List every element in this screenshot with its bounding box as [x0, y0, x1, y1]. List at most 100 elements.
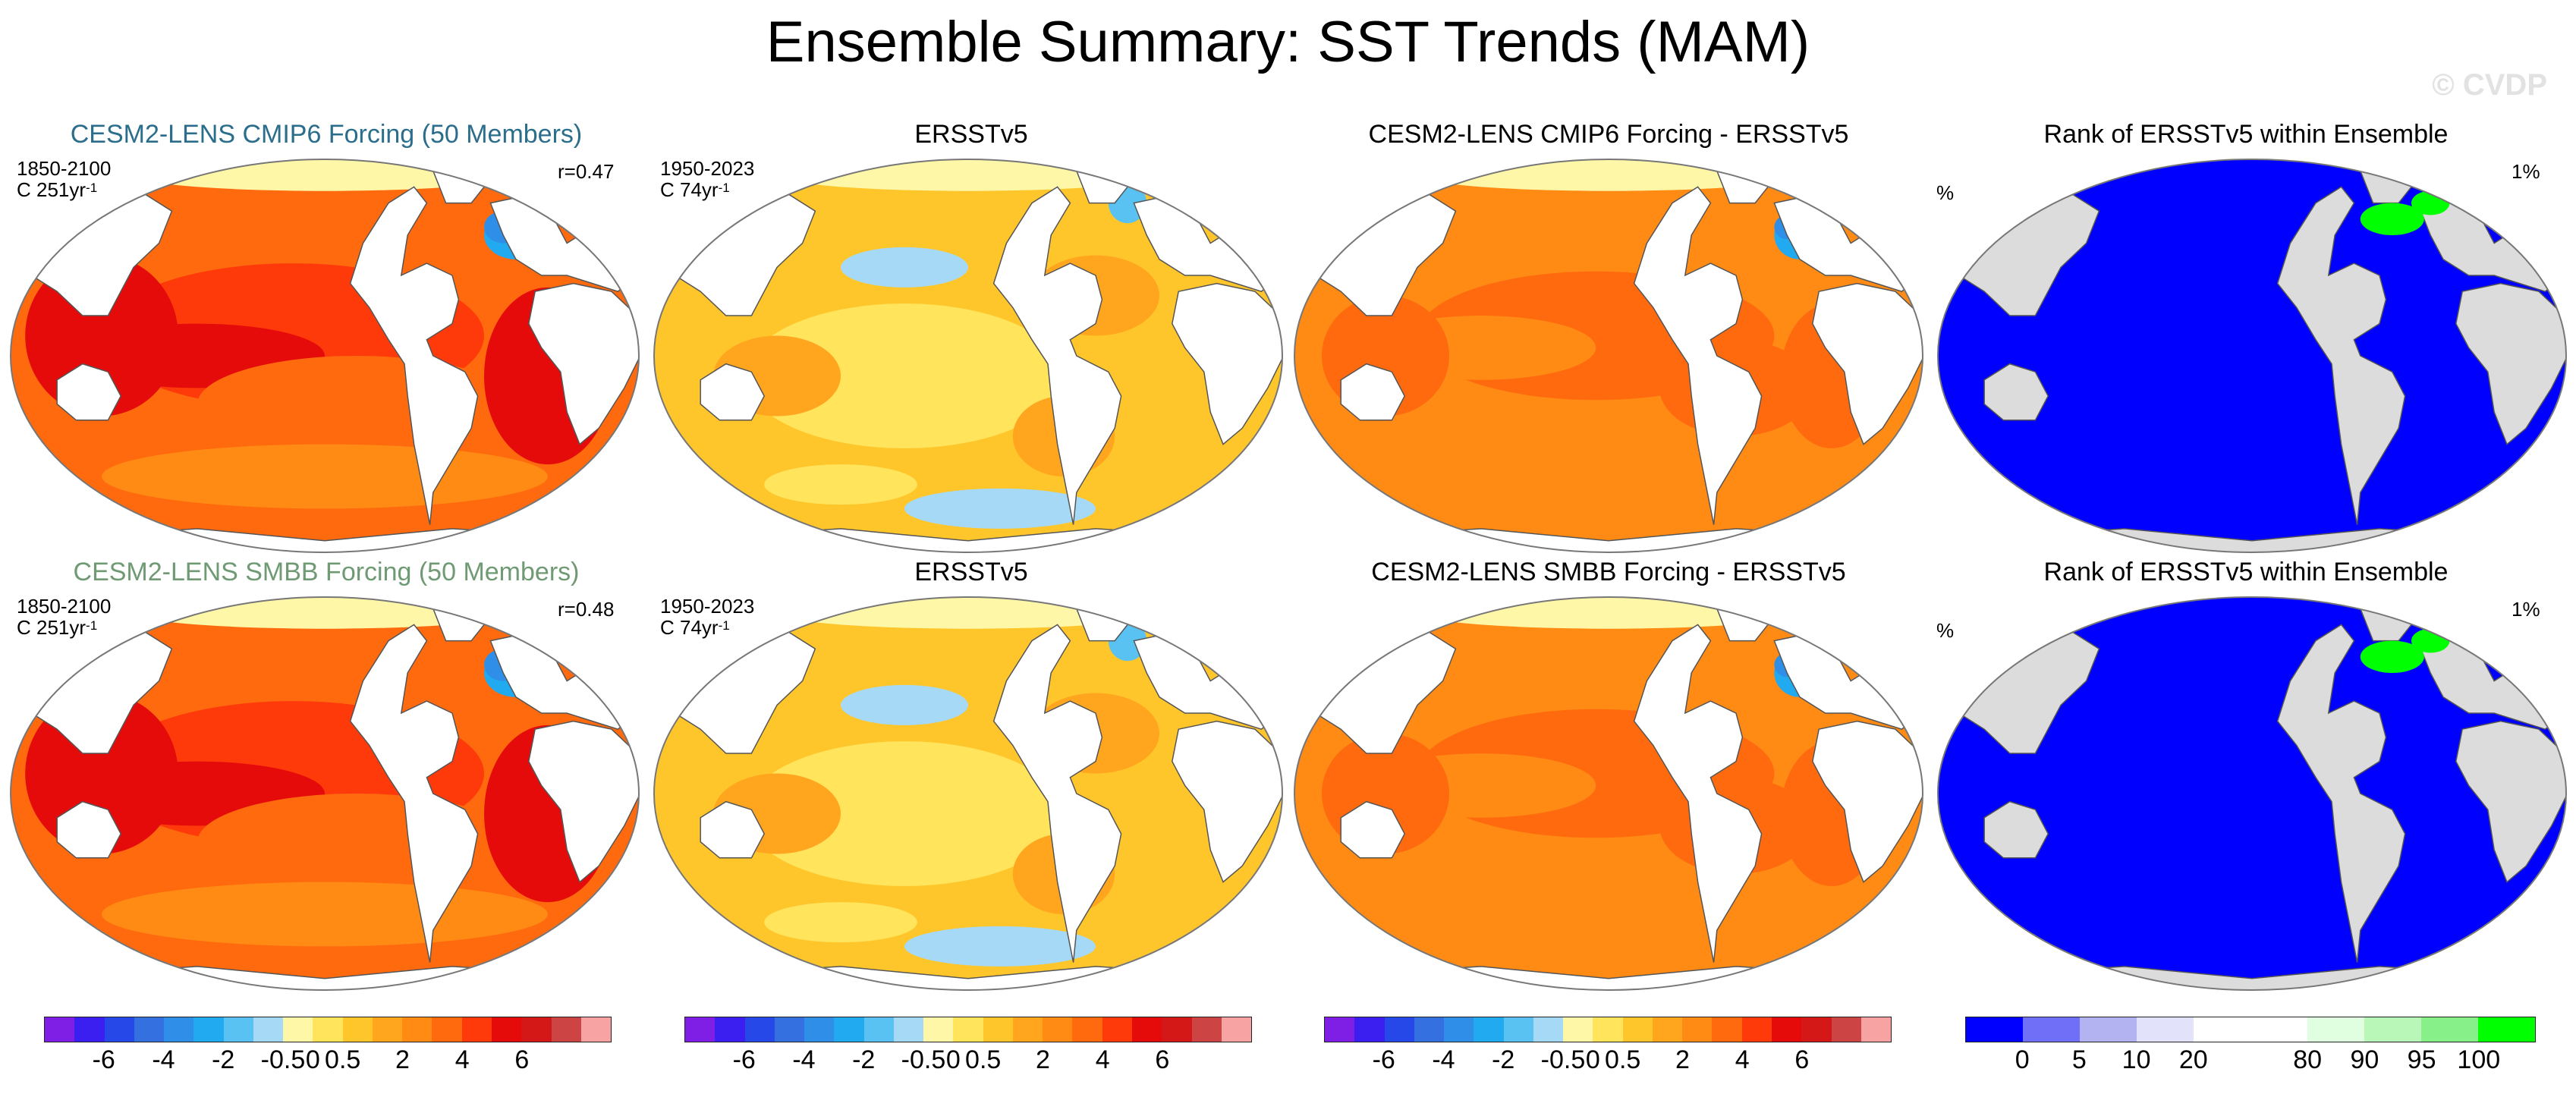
continent-outline	[700, 800, 766, 859]
map-boundary	[10, 596, 640, 991]
colorbar-swatch	[580, 1017, 612, 1042]
colorbar-swatch	[1162, 1017, 1192, 1042]
colorbar-swatch	[1966, 1017, 2023, 1042]
panel-title: CESM2-LENS SMBB Forcing - ERSSTv5	[1371, 558, 1846, 586]
colorbar-tick-label: 6	[1794, 1045, 1810, 1074]
map-panel-r1-c2	[653, 159, 1283, 553]
continent-outline	[1812, 282, 1923, 445]
colorbar-swatch	[774, 1017, 805, 1042]
rank-colorbar	[1965, 1017, 2536, 1042]
colorbar-swatch	[744, 1017, 775, 1042]
colorbar-swatch	[402, 1017, 432, 1042]
colorbar-swatch	[1354, 1017, 1385, 1042]
colorbar-swatch	[1384, 1017, 1414, 1042]
colorbar-swatch	[551, 1017, 581, 1042]
colorbar-swatch	[2080, 1017, 2137, 1042]
panel-label-left: 1850-2100 C 251yr-1	[17, 158, 111, 200]
continent-outline	[349, 624, 479, 963]
period-label: %	[1936, 619, 1955, 642]
colorbar-swatch	[1325, 1017, 1355, 1042]
map-boundary	[653, 159, 1283, 553]
colorbar-tick-label: -4	[1432, 1045, 1455, 1074]
colorbar-tick-label: 0	[945, 1045, 961, 1074]
units-text: C 251yr	[17, 616, 86, 639]
colorbar-swatch	[685, 1017, 716, 1042]
trend-contour-region	[904, 488, 1096, 529]
colorbar-swatch	[1593, 1017, 1623, 1042]
colorbar-swatch	[2137, 1017, 2194, 1042]
colorbar-tick-label: 5	[2071, 1045, 2087, 1074]
colorbar-swatch	[1503, 1017, 1533, 1042]
colorbar-tick-label: 80	[2293, 1045, 2323, 1074]
colorbar-swatch	[1622, 1017, 1653, 1042]
colorbar-tick-label: 4	[454, 1045, 470, 1074]
panel-title: ERSSTv5	[914, 558, 1028, 586]
units-exponent: -1	[86, 181, 98, 195]
colorbar-swatch	[983, 1017, 1013, 1042]
cvdp-watermark: © CVDP	[2432, 68, 2547, 102]
colorbar-swatch	[1474, 1017, 1504, 1042]
trend-contour-region	[745, 303, 1064, 448]
colorbar-tick-label: 100	[2457, 1045, 2501, 1074]
colorbar-tick-label: 95	[2407, 1045, 2436, 1074]
colorbar-swatch	[893, 1017, 924, 1042]
rank-high-region	[2029, 171, 2068, 187]
continent-outline	[1340, 800, 1406, 859]
continent-outline	[1983, 800, 2049, 859]
colorbar-swatch	[2364, 1017, 2421, 1042]
continent-outline	[2455, 282, 2566, 445]
colorbar-swatch	[1860, 1017, 1892, 1042]
colorbar-swatch	[104, 1017, 134, 1042]
map-panel-r2-c1	[10, 596, 640, 991]
map-panel-r1-c4	[1937, 159, 2567, 553]
continent-outline	[700, 363, 766, 421]
colorbar-swatch	[342, 1017, 373, 1042]
colorbar-tick-label: 0	[2015, 1045, 2030, 1074]
continent-outline	[1340, 363, 1406, 421]
colorbar-tick-label: -6	[1372, 1045, 1395, 1074]
continent-outline	[2455, 720, 2566, 883]
colorbar-tick-label: 0	[305, 1045, 320, 1074]
continent-outline	[2276, 186, 2406, 525]
trend-colorbar-1	[44, 1017, 612, 1042]
map-boundary	[10, 159, 640, 553]
continent-outline	[349, 186, 479, 525]
colorbar-swatch	[953, 1017, 983, 1042]
continent-outline	[992, 186, 1122, 525]
colorbar-swatch	[1533, 1017, 1564, 1042]
map-panel-r1-c3	[1294, 159, 1923, 553]
colorbar-tick-label: 0.5	[1605, 1045, 1641, 1074]
colorbar-swatch	[863, 1017, 894, 1042]
colorbar-swatch	[1741, 1017, 1772, 1042]
colorbar-tick-label: 0.5	[325, 1045, 361, 1074]
units-text: C 251yr	[17, 178, 86, 201]
map-boundary	[1294, 159, 1923, 553]
trend-contour-region	[904, 926, 1096, 967]
colorbar-swatch	[1712, 1017, 1742, 1042]
panel-title: ERSSTv5	[914, 120, 1028, 149]
colorbar-swatch	[1131, 1017, 1162, 1042]
colorbar-tick-label: 0	[1585, 1045, 1600, 1074]
colorbar-tick-label: 90	[2350, 1045, 2379, 1074]
period-label: 1850-2100	[17, 157, 112, 180]
colorbar-swatch	[253, 1017, 284, 1042]
period-label: 1950-2023	[660, 157, 755, 180]
colorbar-tick-label: 2	[395, 1045, 410, 1074]
units-label: C 74yr-1	[660, 179, 754, 200]
colorbar-tick-label: 2	[1035, 1045, 1050, 1074]
colorbar-swatch	[1682, 1017, 1713, 1042]
trend-contour-region	[764, 464, 917, 505]
colorbar-swatch	[1072, 1017, 1102, 1042]
trend-contour-region	[764, 902, 917, 943]
colorbar-tick-label: 4	[1735, 1045, 1750, 1074]
rank-high-region	[2360, 640, 2424, 673]
trend-contour-region	[841, 247, 968, 288]
colorbar-swatch	[1771, 1017, 1802, 1042]
map-panel-r1-c1	[10, 159, 640, 553]
colorbar-swatch	[432, 1017, 462, 1042]
panel-title: CESM2-LENS SMBB Forcing (50 Members)	[73, 558, 580, 586]
continent-outline	[1172, 720, 1282, 883]
continent-outline	[1633, 186, 1763, 525]
colorbar-swatch	[1652, 1017, 1683, 1042]
trend-colorbar-3	[1324, 1017, 1892, 1042]
